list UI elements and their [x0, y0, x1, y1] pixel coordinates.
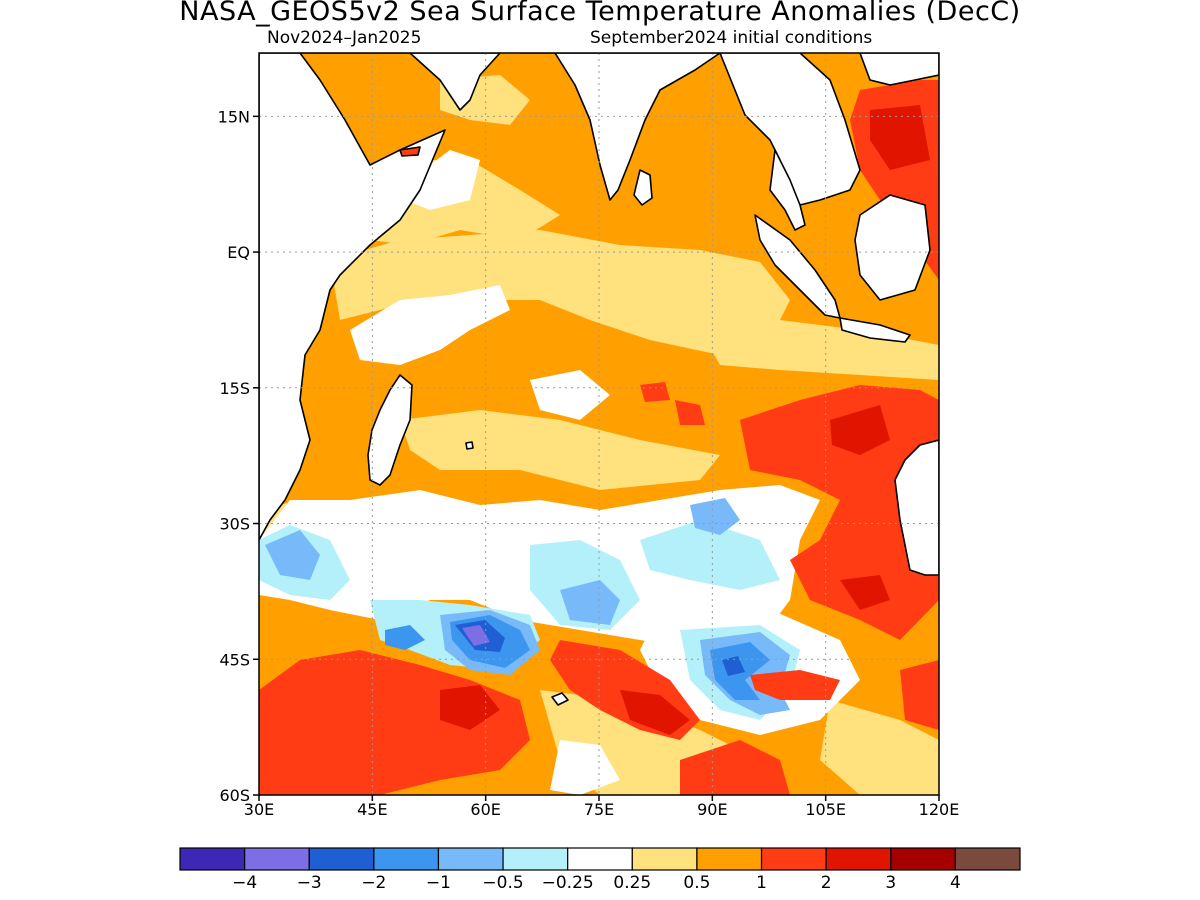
land-masses [259, 53, 939, 706]
land-arabia [299, 53, 501, 111]
anomaly-region-red [640, 382, 670, 402]
x-tick-label: 30E [244, 800, 274, 819]
legend-label: 1 [756, 873, 767, 893]
land-kerguelen [551, 692, 569, 706]
anomaly-region-dark-red [870, 105, 930, 170]
legend-label: 0.5 [683, 873, 710, 893]
anomaly-region-red [259, 650, 530, 795]
land-africa [259, 53, 446, 541]
y-tick-label: EQ [227, 243, 250, 262]
y-tick-label: 60S [219, 786, 250, 805]
legend-swatch [954, 847, 1021, 871]
legend-swatch [502, 847, 569, 871]
y-tick-label: 45S [219, 650, 250, 669]
anomaly-region-dark-red [840, 575, 890, 610]
anomaly-region-red [750, 670, 840, 700]
y-tick-label: 15N [218, 107, 250, 126]
legend-swatch [179, 847, 246, 871]
anomaly-region-light-blue [265, 530, 320, 580]
legend-label: −0.5 [482, 873, 523, 893]
x-tick-label: 120E [919, 800, 960, 819]
anomaly-region-white [550, 740, 620, 795]
anomaly-region-white [405, 150, 480, 210]
x-tick-label: 90E [697, 800, 727, 819]
y-tick-label: 30S [219, 515, 250, 534]
anomaly-region-light-blue [690, 498, 740, 535]
anomaly-region-blue [385, 625, 425, 650]
anomaly-region-white [530, 370, 610, 420]
legend-label: 2 [821, 873, 832, 893]
legend-swatch [825, 847, 892, 871]
anomaly-region-red [675, 400, 705, 425]
legend-label: −1 [426, 873, 451, 893]
legend-swatch [437, 847, 504, 871]
land-sumatra [754, 214, 841, 319]
x-axis: 30E 45E 60E 75E 90E 105E 120E [244, 795, 960, 819]
initial-conditions: September2024 initial conditions [590, 28, 873, 48]
land-indochina [719, 53, 861, 206]
land-java [839, 317, 911, 343]
legend-label: 4 [950, 873, 961, 893]
land-sri-lanka [633, 169, 653, 206]
map-title: NASA_GEOS5v2 Sea Surface Temperature Ano… [179, 0, 1021, 27]
land-malay-peninsula [769, 149, 806, 231]
legend-label: 0.25 [613, 873, 651, 893]
legend-swatch [373, 847, 440, 871]
legend-swatch [696, 847, 763, 871]
legend-swatch [631, 847, 698, 871]
legend-label: −2 [361, 873, 386, 893]
land-asia-northeast [859, 53, 939, 86]
x-tick-label: 60E [470, 800, 500, 819]
legend-label: −3 [297, 873, 322, 893]
legend-label: −0.25 [542, 873, 594, 893]
anomaly-region-red [740, 385, 939, 640]
legend-swatch [890, 847, 956, 871]
x-tick-label: 105E [805, 800, 846, 819]
legend-swatch [760, 847, 827, 871]
land-australia [894, 439, 939, 576]
forecast-period: Nov2024–Jan2025 [267, 28, 422, 48]
color-legend: −4 −3 −2 −1 −0.5 −0.25 0.25 0.5 1 2 3 4 [179, 847, 1021, 893]
anomaly-region-light-yellow [820, 700, 939, 795]
anomaly-region-dark-red [440, 685, 500, 730]
land-borneo [854, 194, 931, 301]
land-mauritius [465, 441, 474, 450]
land-socotra [399, 146, 421, 157]
anomaly-region-pale-blue [640, 520, 780, 590]
x-tick-label: 75E [584, 800, 614, 819]
anomaly-region-red [680, 740, 790, 795]
legend-swatch [567, 847, 633, 871]
land-india [519, 53, 721, 201]
anomaly-region-dark-red [830, 405, 890, 455]
anomaly-region-light-yellow [400, 410, 720, 490]
anomaly-region-purple [462, 625, 490, 646]
legend-label: 3 [885, 873, 896, 893]
anomaly-region-red [900, 660, 939, 730]
anomaly-region-dark-red [620, 690, 690, 735]
legend-label: −4 [232, 873, 257, 893]
land-madagascar [367, 374, 413, 486]
legend-swatch [244, 847, 310, 871]
x-tick-label: 45E [357, 800, 387, 819]
anomaly-region-light-yellow [330, 230, 790, 355]
anomaly-region-dark-blue [722, 656, 745, 676]
y-tick-label: 15S [219, 379, 250, 398]
anomaly-region-white [350, 285, 510, 365]
map-grid [259, 53, 939, 795]
legend-swatch [308, 847, 375, 871]
anomaly-region-light-blue [560, 580, 620, 625]
y-axis: 15N EQ 15S 30S 45S 60S [218, 107, 259, 805]
